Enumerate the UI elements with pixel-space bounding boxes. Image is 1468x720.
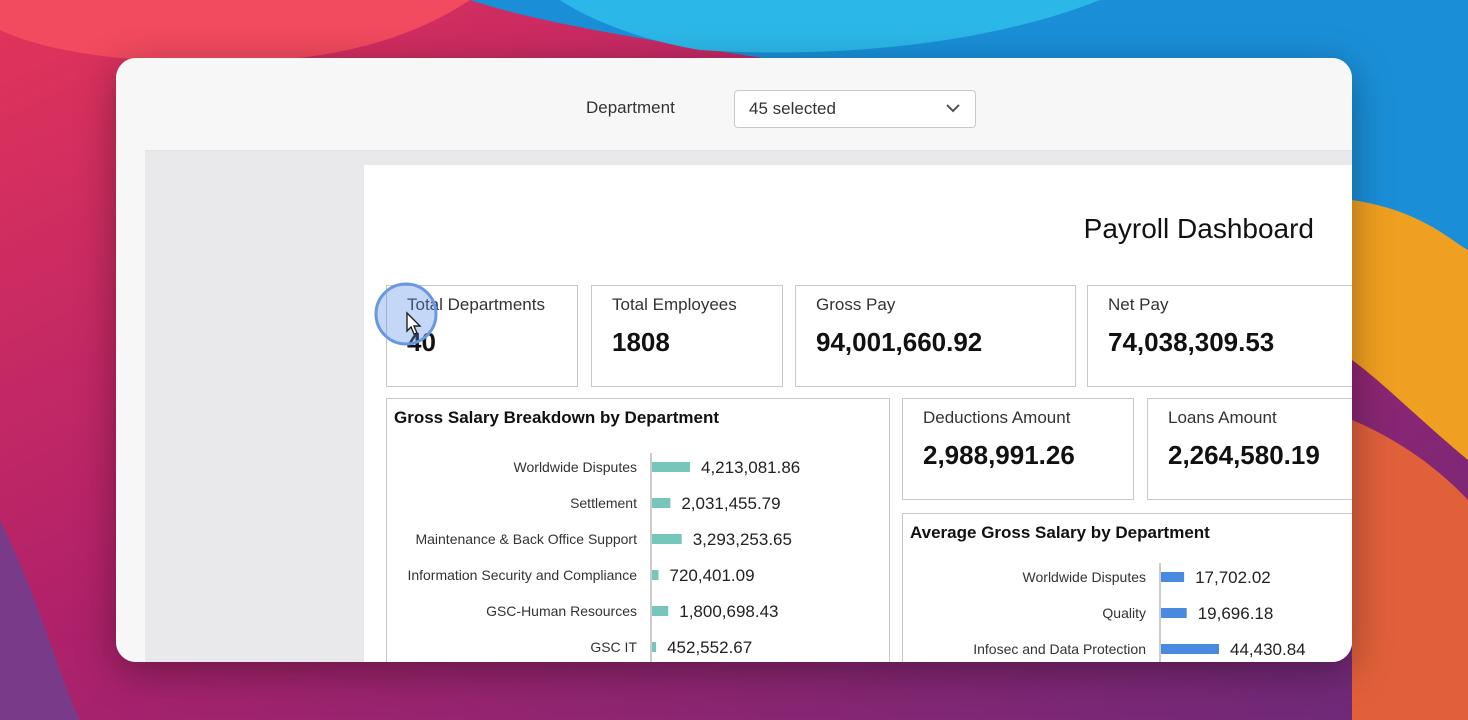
report-page: Payroll Dashboard Total Departments 40 T… bbox=[364, 165, 1352, 662]
kpi-card-net-pay[interactable]: Net Pay 74,038,309.53 bbox=[1087, 285, 1352, 387]
gross-salary-breakdown-chart[interactable]: Gross Salary Breakdown by Department Wor… bbox=[386, 398, 890, 662]
category-label: GSC-Human Resources bbox=[486, 603, 637, 619]
kpi-card-total-departments[interactable]: Total Departments 40 bbox=[386, 285, 578, 387]
value-label: 44,430.84 bbox=[1230, 640, 1306, 659]
data-bar[interactable] bbox=[1161, 572, 1185, 582]
kpi-label: Loans Amount bbox=[1168, 408, 1277, 427]
department-filter-label: Department bbox=[586, 98, 675, 117]
value-label: 4,213,081.86 bbox=[701, 458, 800, 477]
kpi-label: Gross Pay bbox=[816, 295, 896, 314]
kpi-label: Total Departments bbox=[407, 295, 545, 314]
category-label: Infosec and Data Protection bbox=[973, 641, 1146, 657]
value-label: 452,552.67 bbox=[667, 638, 752, 657]
kpi-value: 74,038,309.53 bbox=[1108, 327, 1275, 357]
category-label: Information Security and Compliance bbox=[407, 567, 637, 583]
value-label: 720,401.09 bbox=[669, 566, 754, 585]
data-bar[interactable] bbox=[652, 462, 690, 472]
value-label: 17,702.02 bbox=[1195, 568, 1271, 587]
average-gross-salary-chart[interactable]: Average Gross Salary by Department World… bbox=[902, 513, 1352, 662]
kpi-card-gross-pay[interactable]: Gross Pay 94,001,660.92 bbox=[795, 285, 1076, 387]
category-label: Maintenance & Back Office Support bbox=[415, 531, 637, 547]
kpi-label: Deductions Amount bbox=[923, 408, 1071, 427]
kpi-value: 2,264,580.19 bbox=[1168, 440, 1320, 470]
kpi-value: 40 bbox=[407, 327, 436, 357]
chart-title: Gross Salary Breakdown by Department bbox=[394, 408, 720, 427]
app-window: Department 45 selected Payroll Dashboard… bbox=[116, 58, 1352, 662]
category-label: Settlement bbox=[570, 495, 637, 511]
category-label: Worldwide Disputes bbox=[514, 459, 637, 475]
data-bar[interactable] bbox=[652, 570, 659, 580]
data-bar[interactable] bbox=[652, 534, 682, 544]
kpi-value: 2,988,991.26 bbox=[923, 440, 1075, 470]
data-bar[interactable] bbox=[1161, 608, 1187, 618]
value-label: 1,800,698.43 bbox=[679, 602, 778, 621]
filter-bar: Department 45 selected bbox=[145, 58, 1352, 151]
category-label: Worldwide Disputes bbox=[1023, 569, 1146, 585]
kpi-value: 94,001,660.92 bbox=[816, 327, 983, 357]
value-label: 2,031,455.79 bbox=[681, 494, 780, 513]
value-label: 19,696.18 bbox=[1198, 604, 1274, 623]
kpi-value: 1808 bbox=[612, 327, 670, 357]
department-dropdown-value: 45 selected bbox=[749, 99, 836, 118]
kpi-card-loans[interactable]: Loans Amount 2,264,580.19 bbox=[1147, 398, 1352, 500]
data-bar[interactable] bbox=[652, 498, 671, 508]
left-rail bbox=[116, 58, 146, 662]
dashboard-title: Payroll Dashboard bbox=[1083, 213, 1314, 244]
chevron-down-icon bbox=[946, 104, 960, 113]
average-gross-salary-bars: Worldwide Disputes 17,702.02 Quality 19,696… bbox=[973, 563, 1306, 662]
category-label: GSC IT bbox=[590, 639, 637, 655]
value-label: 3,293,253.65 bbox=[693, 530, 792, 549]
kpi-card-deductions[interactable]: Deductions Amount 2,988,991.26 bbox=[902, 398, 1134, 500]
kpi-label: Net Pay bbox=[1108, 295, 1169, 314]
chart-title: Average Gross Salary by Department bbox=[910, 523, 1210, 542]
kpi-label: Total Employees bbox=[612, 295, 737, 314]
data-bar[interactable] bbox=[652, 642, 657, 652]
department-dropdown[interactable]: 45 selected bbox=[734, 90, 976, 128]
data-bar[interactable] bbox=[1161, 644, 1219, 654]
gross-salary-bars: Worldwide Disputes 4,213,081.86 Settlement… bbox=[407, 453, 800, 662]
kpi-card-total-employees[interactable]: Total Employees 1808 bbox=[591, 285, 783, 387]
data-bar[interactable] bbox=[652, 606, 669, 616]
category-label: Quality bbox=[1102, 605, 1146, 621]
